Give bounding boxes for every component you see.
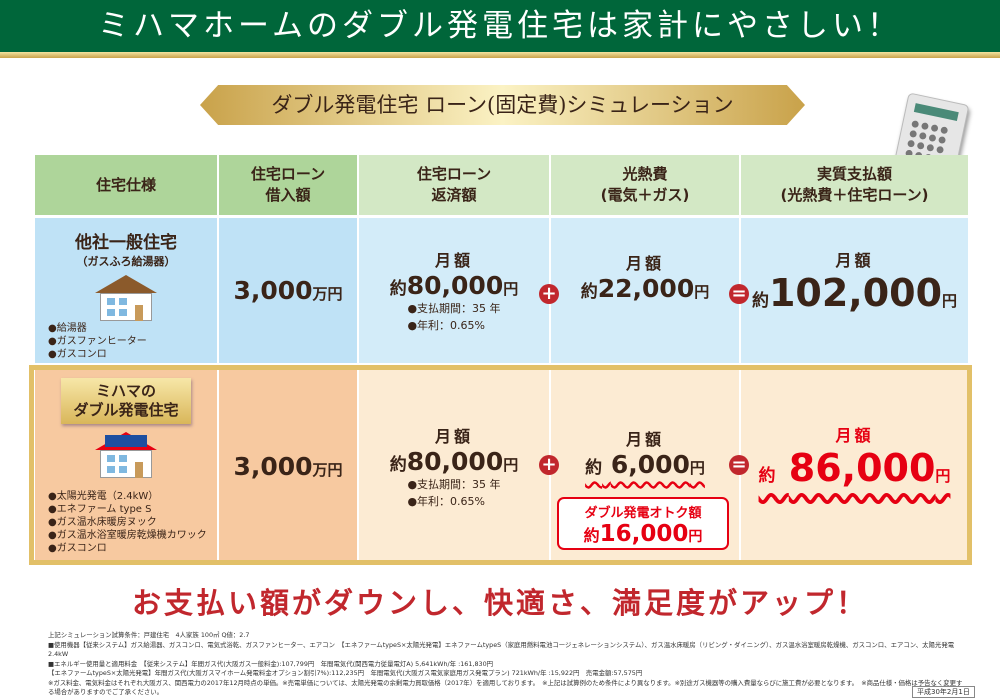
- total-cell: 月額 約102,000円: [741, 218, 968, 363]
- house-type-name: ミハマの: [95, 382, 156, 400]
- repayment-cell: 月額 約80,000円 ●支払期間：35 年 ●年利：0.65%: [359, 370, 549, 562]
- repayment-amount: 80,000: [406, 446, 504, 476]
- footnotes: 上記シミュレーション試算条件：戸建住宅 4人家族 100㎡ Q値：2.7 ■使用…: [48, 631, 968, 698]
- total-amount: 86,000: [788, 446, 936, 490]
- payment-period: ●支払期間：35 年: [407, 302, 501, 315]
- header-text: 住宅ローン: [250, 165, 326, 183]
- standard-house-icon: [95, 275, 157, 325]
- monthly-label: 月額: [434, 426, 473, 446]
- utility-cell: 月額 約22,000円: [551, 218, 739, 363]
- repayment-cell: 月額 約80,000円 ●支払期間：35 年 ●年利：0.65%: [359, 218, 549, 363]
- equipment-item: ●ガスコンロ: [48, 543, 107, 554]
- equipment-item: ●ガス温水浴室暖房乾燥機カワック: [48, 530, 207, 541]
- loan-amount-cell: 3,000万円: [219, 218, 357, 363]
- monthly-label: 月額: [434, 251, 473, 270]
- savings-callout: ダブル発電オトク額 約16,000円: [557, 497, 729, 550]
- monthly-label: 月額: [835, 426, 874, 445]
- house-type-sub: （ガスふろ給湯器）: [76, 255, 176, 268]
- yen-unit: 円: [688, 529, 703, 545]
- yen-unit: 円: [694, 283, 710, 301]
- savings-label: ダブル発電オトク額: [584, 506, 702, 521]
- header-text: (電気＋ガス): [600, 186, 690, 204]
- solar-house-icon: [95, 432, 157, 482]
- house-type-name: ダブル発電住宅: [73, 401, 179, 419]
- equipment-list: ●太陽光発電（2.4kW） ●エネファーム type S ●ガス温水床暖房ヌック…: [48, 490, 207, 555]
- yen-unit: 円: [503, 280, 519, 298]
- loan-amount: 3,000: [233, 451, 313, 481]
- house-type-name: 他社一般住宅: [75, 233, 177, 253]
- gold-divider: [0, 52, 1000, 58]
- header-utility-cost: 光熱費 (電気＋ガス): [551, 155, 739, 215]
- savings-amount: 16,000: [599, 521, 689, 547]
- equipment-item: ●エネファーム type S: [48, 504, 152, 515]
- mihama-badge: ミハマの ダブル発電住宅: [61, 378, 191, 424]
- utility-amount: 6,000: [610, 450, 690, 479]
- header-text: 借入額: [265, 186, 311, 204]
- plus-icon: +: [539, 284, 559, 304]
- footnote: ※ガス料金、電気料金はそれぞれ大阪ガス、関西電力の2017年12月時点の単価。※…: [48, 678, 963, 697]
- loan-amount-cell: 3,000万円: [219, 370, 357, 562]
- header-text: 実質支払額: [816, 165, 892, 183]
- interest-rate: ●年利：0.65%: [407, 494, 485, 508]
- about-label: 約: [758, 466, 776, 486]
- total-cell: 月額 約 86,000円: [741, 370, 968, 562]
- header-text: 返済額: [431, 186, 477, 204]
- yen-unit: 円: [935, 467, 951, 485]
- slogan: お支払い額がダウンし、快適さ、満足度がアップ！: [131, 586, 868, 620]
- header-loan-repayment: 住宅ローン 返済額: [359, 155, 549, 215]
- utility-amount: 22,000: [597, 274, 695, 303]
- header-text: 住宅ローン: [416, 165, 492, 183]
- yen-unit: 円: [503, 455, 519, 474]
- monthly-label: 月額: [625, 430, 664, 449]
- equals-icon: =: [729, 284, 749, 304]
- page-banner-title: ミハマホームのダブル発電住宅は家計にやさしい！: [0, 0, 1000, 52]
- footnote: ■エネルギー使用量と適用料金 【従来システム】年間ガス代(大阪ガス一般料金):1…: [48, 659, 494, 668]
- loan-unit: 万円: [312, 285, 343, 303]
- loan-unit: 万円: [312, 460, 343, 479]
- header-house-spec: 住宅仕様: [35, 155, 217, 215]
- about-label: 約: [389, 454, 407, 475]
- equipment-list: ●給湯器 ●ガスファンヒーター ●ガスコンロ: [48, 322, 147, 361]
- header-actual-payment: 実質支払額 (光熱費＋住宅ローン): [741, 155, 968, 215]
- equals-icon: =: [729, 455, 749, 475]
- about-label: 約: [580, 282, 598, 302]
- equipment-item: ●ガス温水床暖房ヌック: [48, 517, 157, 528]
- equipment-item: ●給湯器: [48, 323, 87, 334]
- publish-date: 平成30年2月1日: [912, 686, 975, 698]
- monthly-label: 月額: [835, 250, 874, 270]
- equipment-item: ●太陽光発電（2.4kW）: [48, 491, 159, 502]
- header-text: 住宅仕様: [95, 175, 156, 194]
- repayment-amount: 80,000: [406, 271, 504, 300]
- payment-period: ●支払期間：35 年: [407, 477, 501, 491]
- header-text: 光熱費: [622, 165, 668, 183]
- footnote: 【エネファームtypeS×太陽光発電】年間ガス代(大阪ガスマイホーム発電料金オプ…: [48, 669, 643, 677]
- plus-icon: +: [539, 455, 559, 475]
- yen-unit: 円: [942, 291, 958, 310]
- equipment-item: ●ガスコンロ: [48, 349, 107, 360]
- loan-amount: 3,000: [233, 276, 313, 305]
- header-loan-amount: 住宅ローン 借入額: [219, 155, 357, 215]
- header-text: (光熱費＋住宅ローン): [780, 186, 929, 204]
- about-label: 約: [751, 290, 769, 311]
- row-mihama-spec: ミハマの ダブル発電住宅: [35, 370, 217, 562]
- about-label: 約: [583, 526, 600, 545]
- footnote: 上記シミュレーション試算条件：戸建住宅 4人家族 100㎡ Q値：2.7: [48, 631, 250, 639]
- about-label: 約: [585, 458, 603, 478]
- monthly-label: 月額: [625, 254, 664, 273]
- simulation-title-ribbon: ダブル発電住宅 ローン(固定費)シミュレーション: [200, 85, 805, 125]
- about-label: 約: [389, 279, 407, 299]
- equipment-item: ●ガスファンヒーター: [48, 336, 147, 347]
- row-other-company-spec: 他社一般住宅 （ガスふろ給湯器）: [35, 218, 217, 363]
- total-amount: 102,000: [768, 270, 943, 315]
- footnote: ■使用機器【従来システム】ガス給湯器、ガスコンロ、電気式浴乾、ガスファンヒーター…: [48, 640, 955, 659]
- interest-rate: ●年利：0.65%: [407, 319, 485, 332]
- yen-unit: 円: [689, 459, 705, 477]
